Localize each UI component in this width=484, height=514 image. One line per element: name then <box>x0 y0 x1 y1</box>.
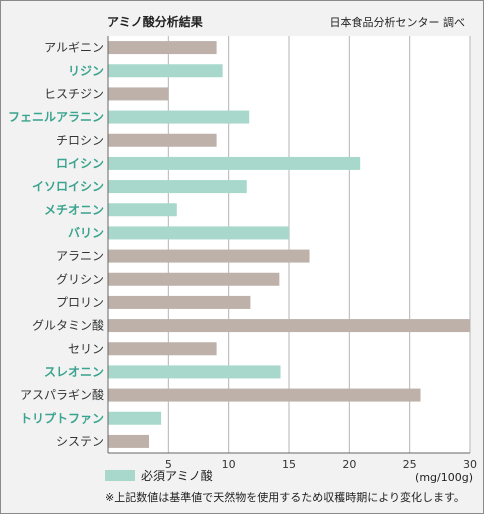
bar <box>108 295 251 309</box>
category-label: チロシン <box>56 133 104 147</box>
category-label: アルギニン <box>44 41 104 55</box>
x-tick-label: 5 <box>165 458 172 471</box>
category-label: イソロイシン <box>32 180 104 194</box>
category-label: アラニン <box>56 249 104 263</box>
bar <box>108 87 169 101</box>
legend-swatch <box>105 470 135 481</box>
bar <box>108 388 421 402</box>
bar <box>108 434 150 448</box>
category-label: メチオニン <box>44 203 104 217</box>
bar <box>108 411 162 425</box>
x-tick-label: 20 <box>342 458 356 471</box>
bar <box>108 133 217 147</box>
bar <box>108 272 280 286</box>
category-label: ロイシン <box>56 156 104 170</box>
bar <box>108 64 223 78</box>
category-label: トリプトファン <box>20 410 104 425</box>
bar <box>108 110 250 124</box>
category-label: グルタミン酸 <box>32 318 104 333</box>
category-label: フェニルアラニン <box>8 110 104 124</box>
unit-label: (mg/100g) <box>415 471 473 484</box>
category-label: バリン <box>68 226 104 240</box>
bar <box>108 203 177 217</box>
chart-title: アミノ酸分析結果 <box>107 15 203 29</box>
category-label: グリシン <box>56 272 104 286</box>
x-tick-label: 25 <box>403 458 417 471</box>
bar <box>108 156 361 170</box>
source-note: 日本食品分析センター 調べ <box>329 16 466 29</box>
footnote: ※上記数値は基準値で天然物を使用するため収穫時期により変化します。 <box>105 491 465 504</box>
category-label: ヒスチジン <box>44 87 104 101</box>
category-label: スレオニン <box>44 365 104 379</box>
category-label: アスパラギン酸 <box>20 387 104 402</box>
bar <box>108 319 470 333</box>
bar <box>108 365 281 379</box>
bar <box>108 342 217 356</box>
x-tick-label: 10 <box>222 458 236 471</box>
bar <box>108 249 310 263</box>
bar <box>108 180 247 194</box>
category-label: セリン <box>68 342 104 356</box>
x-tick-label: 15 <box>282 458 296 471</box>
category-label: プロリン <box>56 295 104 309</box>
bar <box>108 226 289 240</box>
bar <box>108 41 217 55</box>
legend-label: 必須アミノ酸 <box>141 469 213 483</box>
category-label: リジン <box>68 64 104 78</box>
category-label: システン <box>56 434 104 448</box>
x-tick-label: 30 <box>463 458 477 471</box>
